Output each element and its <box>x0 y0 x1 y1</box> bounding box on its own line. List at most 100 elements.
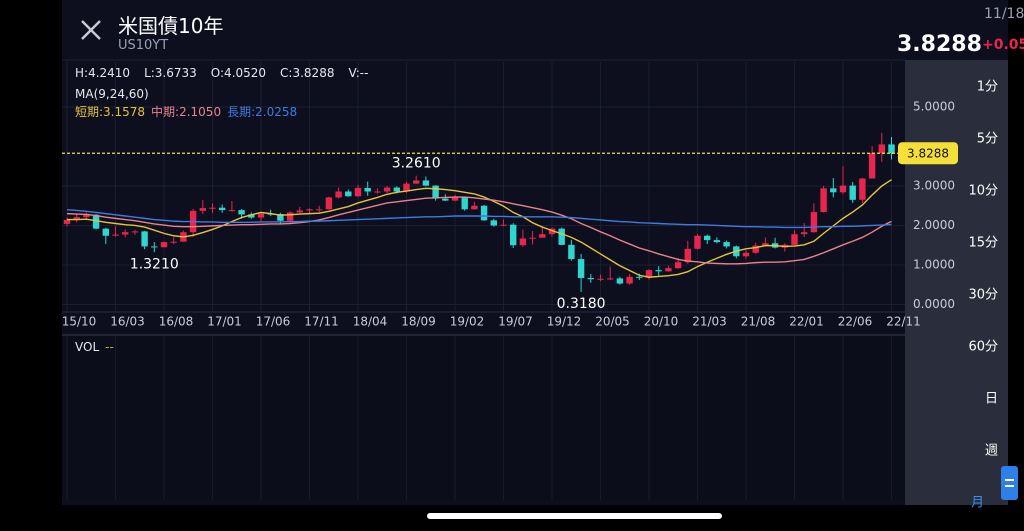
timeframe-option[interactable]: 15分 <box>968 235 998 251</box>
y-tick-label: 5.0000 <box>913 99 955 113</box>
candle-body <box>286 212 294 221</box>
volume-value: -- <box>105 340 114 354</box>
candle-body <box>325 197 333 210</box>
candle-body <box>209 207 216 209</box>
candle-body <box>131 231 139 233</box>
candle-body <box>63 219 71 224</box>
candle-body <box>413 180 420 184</box>
x-tick-label: 17/06 <box>256 315 291 329</box>
ma-legend: 短期:3.1578 中期:2.1050 長期:2.0258 <box>75 103 297 120</box>
candle-body <box>888 144 895 154</box>
ohlc-bar: H:4.2410 L:3.6733 O:4.0520 C:3.8288 V:-- <box>75 66 368 80</box>
candle-body <box>122 232 129 235</box>
y-tick-label: 3.0000 <box>913 178 955 192</box>
candle-body <box>645 270 653 278</box>
timeframe-option[interactable]: 60分 <box>968 339 998 355</box>
candle-body <box>801 232 808 235</box>
timeframe-option[interactable]: 週 <box>984 443 998 459</box>
candle-body <box>374 191 381 193</box>
x-tick-label: 15/10 <box>62 315 97 329</box>
candle-body <box>587 278 594 280</box>
candle-body <box>577 259 585 279</box>
x-tick-label: 19/07 <box>498 315 533 329</box>
x-tick-label: 21/08 <box>741 315 776 329</box>
candle-body <box>257 213 265 218</box>
candle-body <box>548 228 556 235</box>
ohlc-item: H:4.2410 <box>75 66 131 80</box>
y-tick-label: 1.0000 <box>913 257 955 271</box>
x-tick-label: 18/04 <box>353 315 388 329</box>
ohlc-item: O:4.0520 <box>210 66 267 80</box>
timeframe-option[interactable]: 10分 <box>968 183 998 199</box>
ma-legend-item: 短期:3.1578 <box>75 105 146 119</box>
candle-body <box>558 228 565 245</box>
candle-body <box>607 278 614 280</box>
candle-body <box>219 207 226 211</box>
candle-body <box>713 240 721 243</box>
close-button[interactable] <box>81 20 101 40</box>
candle-body <box>859 178 866 200</box>
timeframe-option[interactable]: 30分 <box>968 287 998 303</box>
x-tick-label: 21/03 <box>692 315 727 329</box>
x-tick-label: 17/11 <box>304 315 339 329</box>
candle-body <box>820 188 827 213</box>
candle-body <box>762 243 769 246</box>
candle-body <box>878 144 885 154</box>
scroll-handle[interactable] <box>1001 466 1018 500</box>
ma-legend-item: 中期:2.1050 <box>151 105 222 119</box>
candle-body <box>868 153 876 179</box>
candle-body <box>364 187 371 192</box>
candle-body <box>704 235 711 241</box>
candle-body <box>345 191 352 197</box>
candle-body <box>752 245 759 253</box>
x-tick-label: 19/12 <box>547 315 582 329</box>
candle-body <box>335 191 342 198</box>
candle-body <box>306 209 313 211</box>
candle-body <box>422 180 430 186</box>
candle-body <box>510 224 517 246</box>
ohlc-item: C:3.8288 <box>280 66 335 80</box>
candle-body <box>684 248 691 263</box>
symbol: US10YT <box>118 38 169 53</box>
candle-body <box>238 210 245 215</box>
ma-line <box>67 179 892 278</box>
candle-body <box>616 278 624 284</box>
candle-body <box>160 242 168 248</box>
candle-body <box>170 241 177 243</box>
timeframe-option[interactable]: 月 <box>970 495 984 511</box>
timeframe-option[interactable]: 日 <box>984 391 998 407</box>
price-tag <box>898 142 958 165</box>
candle-body <box>791 234 798 245</box>
candle-body <box>92 214 100 229</box>
candle-body <box>742 252 750 257</box>
candle-body <box>442 198 449 201</box>
ohlc-item: L:3.6733 <box>144 66 197 80</box>
candle-body <box>248 214 255 218</box>
x-tick-label: 20/05 <box>595 315 630 329</box>
candle-body <box>529 237 536 239</box>
price-change: +0.05 <box>982 37 1024 53</box>
candle-body <box>432 185 439 199</box>
candle-body <box>694 235 701 249</box>
home-indicator <box>427 513 722 519</box>
candle-body <box>199 208 206 211</box>
price-tag-label: 3.8288 <box>907 147 949 161</box>
candle-body <box>568 244 575 260</box>
volume-panel <box>62 335 905 500</box>
timeframe-list: 1分 5分 10分 15分 30分 60分日週月 <box>905 62 1008 511</box>
candle-body <box>461 197 468 210</box>
title: 米国債10年 <box>118 14 224 38</box>
candle-body <box>674 262 682 269</box>
timeframe-option[interactable]: 5分 <box>976 131 998 147</box>
ohlc-item: V:-- <box>348 66 369 80</box>
x-tick-label: 16/03 <box>110 315 145 329</box>
timeframe-option[interactable]: 1分 <box>976 79 998 95</box>
candle-body <box>839 185 847 193</box>
candle-body <box>471 205 478 210</box>
candle-body <box>102 228 109 236</box>
candle-body <box>316 209 323 211</box>
x-tick-label: 20/10 <box>644 315 679 329</box>
candle-body <box>228 210 236 212</box>
candle-body <box>403 183 410 192</box>
